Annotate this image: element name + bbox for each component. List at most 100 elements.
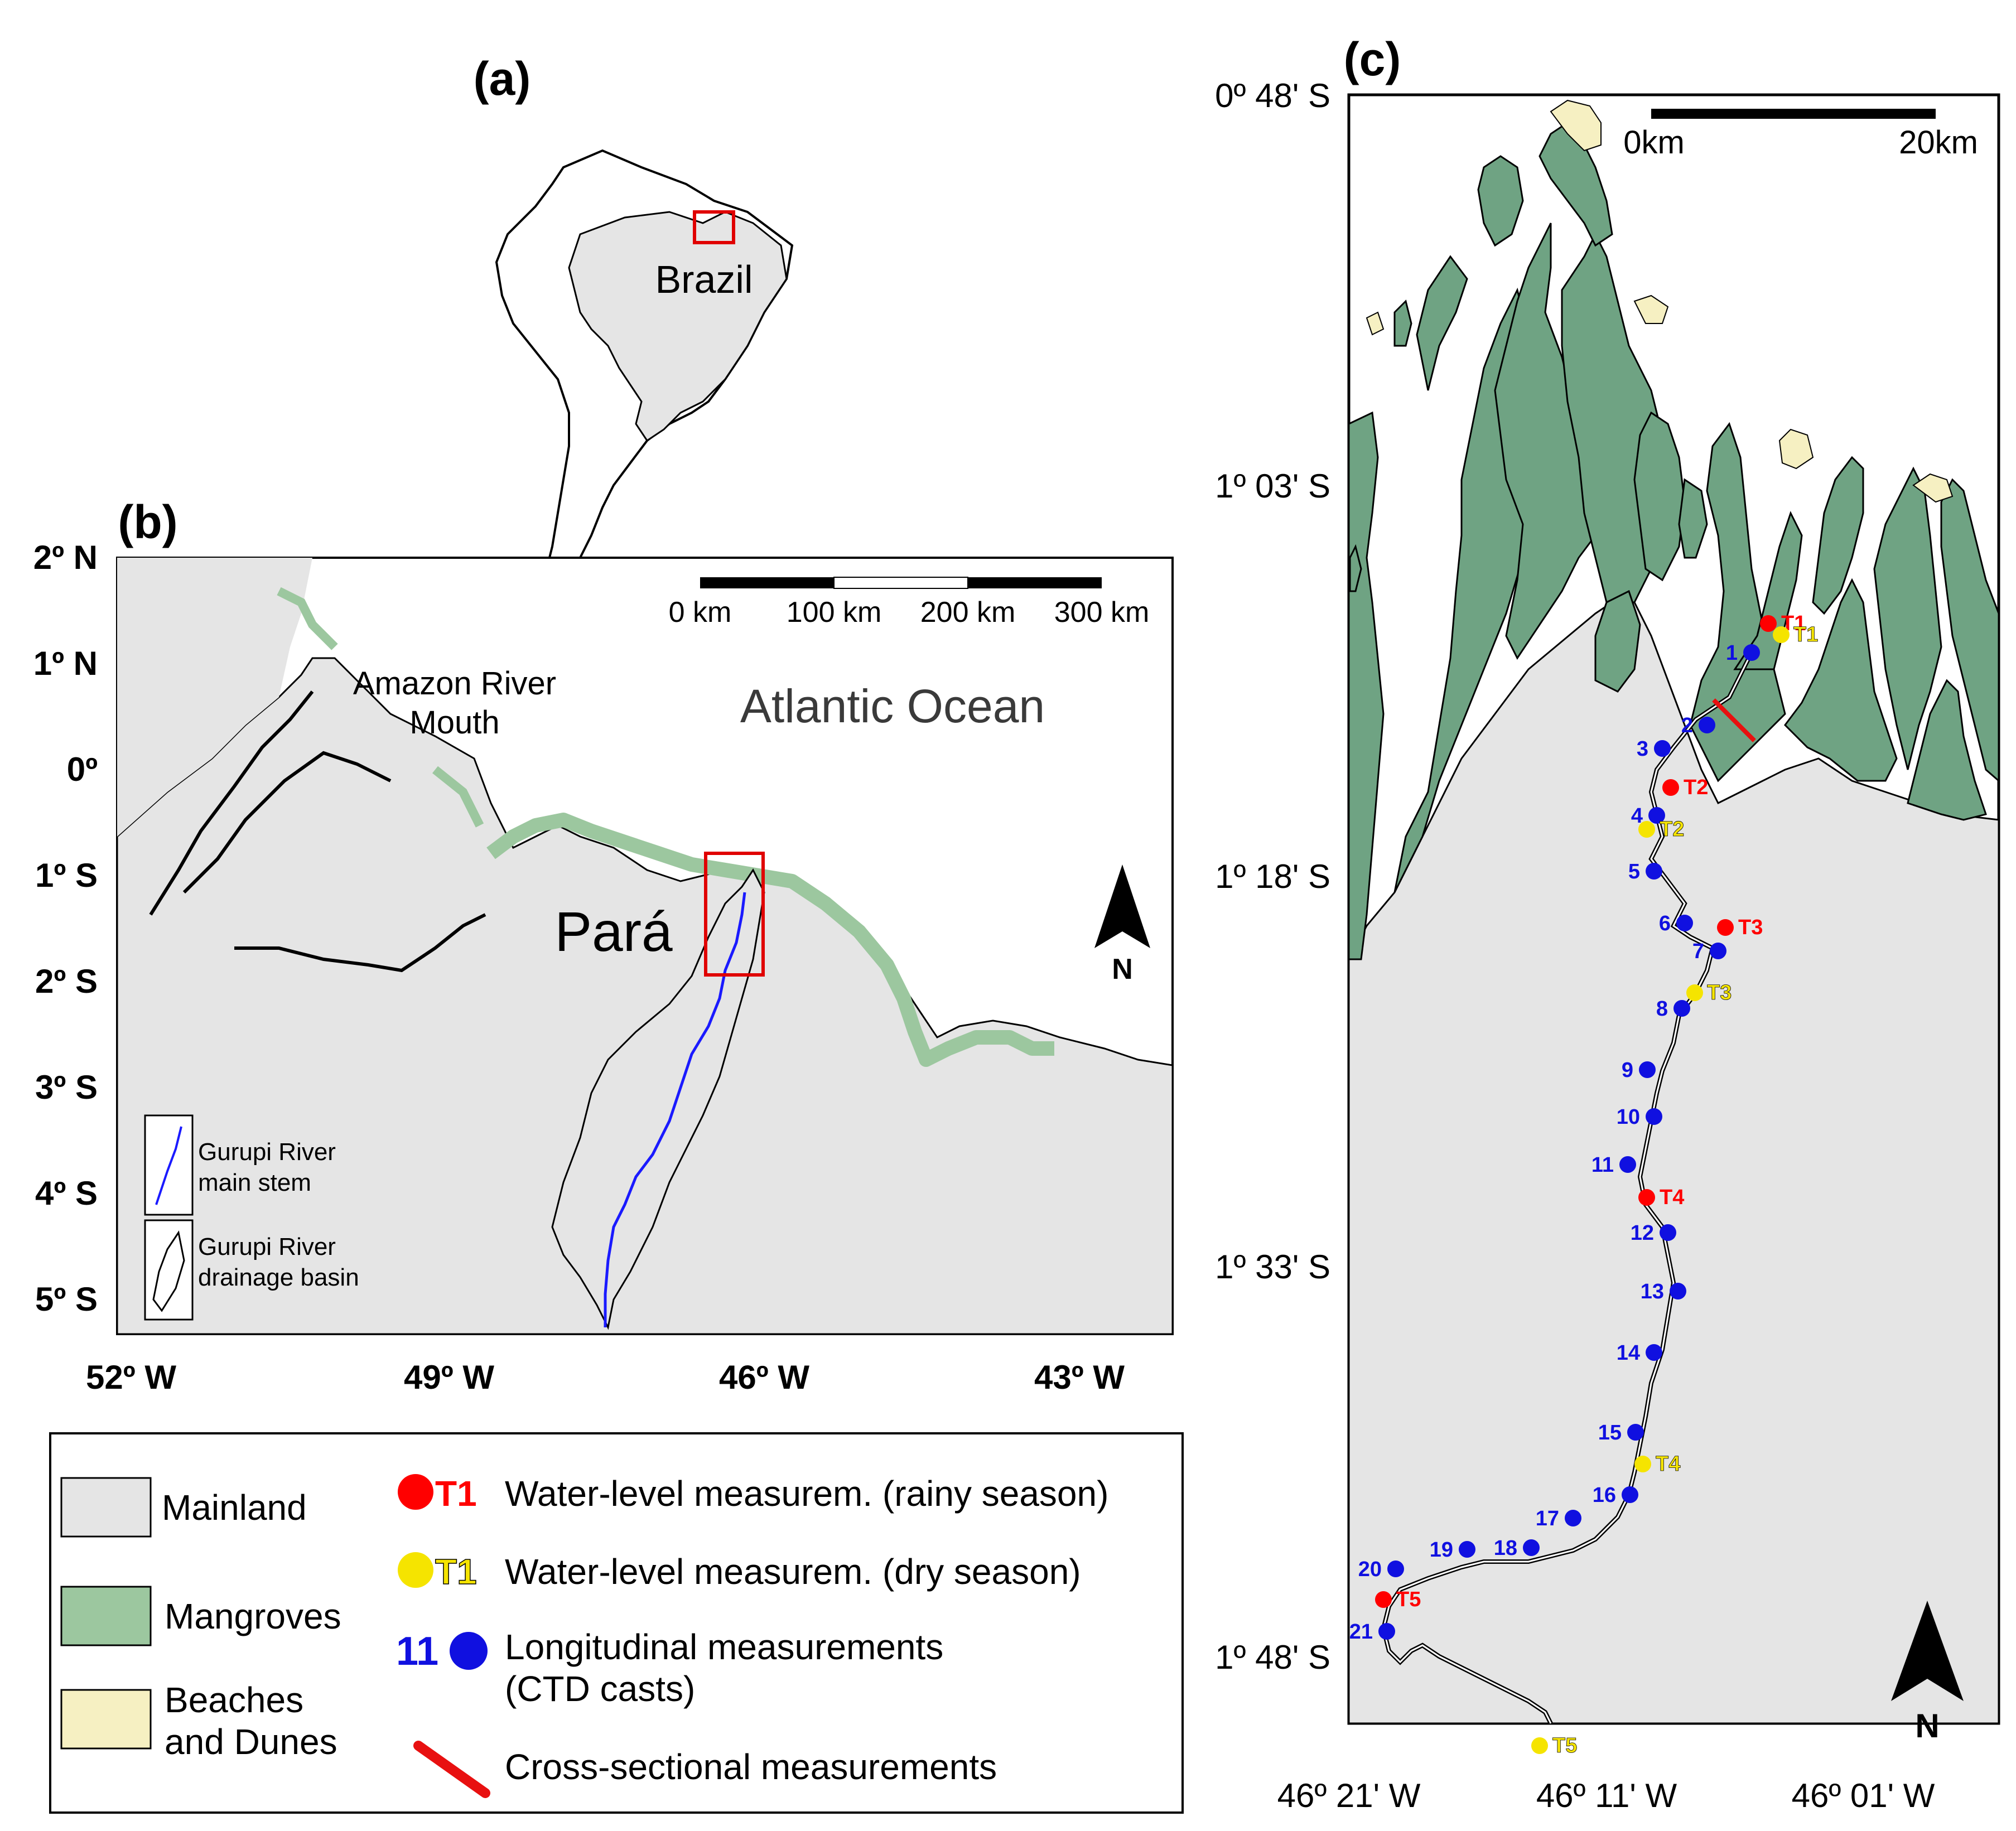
lon-axis-b: 52º W 49º W 46º W 43º W bbox=[86, 1359, 1125, 1396]
ctd-station-10 bbox=[1646, 1108, 1662, 1125]
ctd-station-3 bbox=[1654, 740, 1671, 757]
legend-swatch-mangroves bbox=[60, 1586, 152, 1646]
scale-bar-c: 0km 20km bbox=[1623, 109, 1978, 161]
rainy-label-t3: T3 bbox=[1738, 916, 1763, 939]
ctd-station-21 bbox=[1378, 1623, 1395, 1640]
ctd-station-13 bbox=[1670, 1283, 1686, 1299]
beaches-c bbox=[1366, 99, 1954, 503]
lon-tick-49w: 49º W bbox=[404, 1359, 494, 1396]
legend-beaches-1: Beaches bbox=[165, 1680, 303, 1720]
legend-cross-text: Cross-sectional measurements bbox=[505, 1747, 997, 1787]
ctd-station-12 bbox=[1660, 1224, 1676, 1241]
scale-bar-b: 0 km 100 km 200 km 300 km bbox=[669, 577, 1150, 629]
lon-c-4611: 46º 11' W bbox=[1536, 1777, 1677, 1814]
ctd-station-1 bbox=[1743, 644, 1760, 661]
lat-tick-5s: 5º S bbox=[35, 1281, 98, 1318]
inset-legend-b: Gurupi River main stem Gurupi River drai… bbox=[144, 1114, 359, 1321]
atlantic-ocean-label: Atlantic Ocean bbox=[740, 680, 1045, 732]
ctd-station-4 bbox=[1648, 807, 1665, 824]
inset-basin-2: drainage basin bbox=[198, 1264, 359, 1291]
inset-main-stem-2: main stem bbox=[198, 1169, 311, 1196]
mangrove-coast-b bbox=[486, 813, 1054, 1067]
rainy-station-t5 bbox=[1375, 1591, 1392, 1608]
ctd-label-10: 10 bbox=[1617, 1105, 1640, 1129]
ctd-label-17: 17 bbox=[1536, 1507, 1559, 1530]
rainy-station-t1 bbox=[1760, 615, 1777, 632]
scale-b-200: 200 km bbox=[920, 596, 1016, 629]
dry-stations: T1 T2 T3 T4 T5 bbox=[1531, 623, 1819, 1757]
lat-axis-c: 0º 48' S 1º 03' S 1º 18' S 1º 33' S 1º 4… bbox=[1215, 77, 1330, 1676]
ctd-label-15: 15 bbox=[1598, 1421, 1622, 1444]
gurupi-drainage-basin bbox=[551, 868, 765, 1330]
mainland-b-upper bbox=[117, 558, 312, 837]
scale-b-0: 0 km bbox=[669, 596, 732, 629]
ctd-station-9 bbox=[1639, 1061, 1656, 1078]
lon-c-4601: 46º 01' W bbox=[1792, 1777, 1935, 1814]
rainy-label-t4: T4 bbox=[1660, 1186, 1684, 1209]
legend-dry-dot bbox=[398, 1552, 433, 1588]
north-arrow-c: N bbox=[1891, 1601, 1964, 1745]
ctd-label-1: 1 bbox=[1726, 641, 1738, 665]
gurupi-main-stem bbox=[604, 892, 746, 1327]
ctd-label-19: 19 bbox=[1430, 1538, 1453, 1562]
ctd-station-5 bbox=[1646, 863, 1662, 880]
study-area-box-b bbox=[704, 852, 765, 977]
dry-label-t2: T2 bbox=[1660, 818, 1684, 841]
amazon-label-1: Amazon River bbox=[353, 665, 556, 702]
ctd-label-7: 7 bbox=[1692, 940, 1704, 963]
ctd-label-13: 13 bbox=[1641, 1280, 1664, 1303]
ctd-label-2: 2 bbox=[1681, 714, 1693, 737]
panel-a: (a) Brazil bbox=[474, 52, 794, 676]
ctd-label-20: 20 bbox=[1358, 1558, 1382, 1581]
legend-dry-symbol: T1 bbox=[435, 1552, 477, 1592]
rainy-station-t3 bbox=[1717, 919, 1734, 936]
lon-axis-c: 46º 21' W 46º 11' W 46º 01' W bbox=[1277, 1777, 1935, 1814]
lat-tick-4s: 4º S bbox=[35, 1175, 98, 1212]
ctd-label-3: 3 bbox=[1637, 737, 1648, 761]
rainy-label-t5: T5 bbox=[1396, 1588, 1421, 1611]
scale-c-20: 20km bbox=[1899, 124, 1978, 161]
legend-rainy-symbol: T1 bbox=[435, 1474, 477, 1514]
ctd-label-11: 11 bbox=[1591, 1153, 1614, 1177]
north-label-b: N bbox=[1112, 953, 1133, 985]
ctd-label-4: 4 bbox=[1631, 804, 1643, 828]
ctd-station-6 bbox=[1676, 915, 1693, 931]
scale-b-300: 300 km bbox=[1054, 596, 1150, 629]
dry-label-t5: T5 bbox=[1552, 1734, 1577, 1757]
ctd-station-11 bbox=[1619, 1156, 1636, 1173]
ctd-label-18: 18 bbox=[1494, 1537, 1517, 1560]
rainy-station-t2 bbox=[1662, 779, 1679, 796]
inset-basin-1: Gurupi River bbox=[198, 1233, 336, 1260]
mangrove-coast-b-west bbox=[277, 587, 484, 828]
dry-label-t1: T1 bbox=[1793, 623, 1818, 646]
ctd-label-6: 6 bbox=[1659, 912, 1671, 935]
dry-label-t4: T4 bbox=[1656, 1452, 1680, 1476]
ctd-station-8 bbox=[1673, 1000, 1690, 1017]
dry-station-t3 bbox=[1686, 984, 1703, 1001]
scale-b-100: 100 km bbox=[787, 596, 882, 629]
lon-tick-52w: 52º W bbox=[86, 1359, 176, 1396]
legend-dry-text: Water-level measurem. (dry season) bbox=[505, 1552, 1081, 1592]
ctd-station-15 bbox=[1627, 1424, 1644, 1441]
lat-c-0048: 0º 48' S bbox=[1215, 77, 1330, 114]
dry-label-t3: T3 bbox=[1707, 981, 1732, 1004]
lat-c-0103: 1º 03' S bbox=[1215, 467, 1330, 505]
ctd-station-17 bbox=[1565, 1510, 1581, 1526]
rainy-stations: T1 T2 T3 T4 T5 bbox=[1375, 612, 1806, 1611]
mangroves-c bbox=[1348, 121, 2000, 960]
amazon-label-2: Mouth bbox=[409, 704, 499, 741]
ctd-station-2 bbox=[1699, 717, 1715, 733]
dry-station-t4 bbox=[1634, 1456, 1651, 1472]
legend-rainy-dot bbox=[398, 1474, 433, 1510]
ctd-label-16: 16 bbox=[1593, 1484, 1616, 1507]
ctd-label-12: 12 bbox=[1631, 1221, 1654, 1245]
ctd-station-16 bbox=[1622, 1486, 1638, 1503]
legend-ctd-dot bbox=[450, 1632, 488, 1670]
country-label-brazil: Brazil bbox=[655, 258, 753, 301]
panel-c-label: (c) bbox=[1344, 33, 1401, 85]
legend-cross-line bbox=[413, 1741, 490, 1798]
north-label-c: N bbox=[1915, 1707, 1939, 1745]
lat-tick-1n: 1º N bbox=[33, 645, 98, 682]
legend-ctd-text-1: Longitudinal measurements bbox=[505, 1627, 943, 1667]
ctd-label-8: 8 bbox=[1656, 997, 1668, 1021]
